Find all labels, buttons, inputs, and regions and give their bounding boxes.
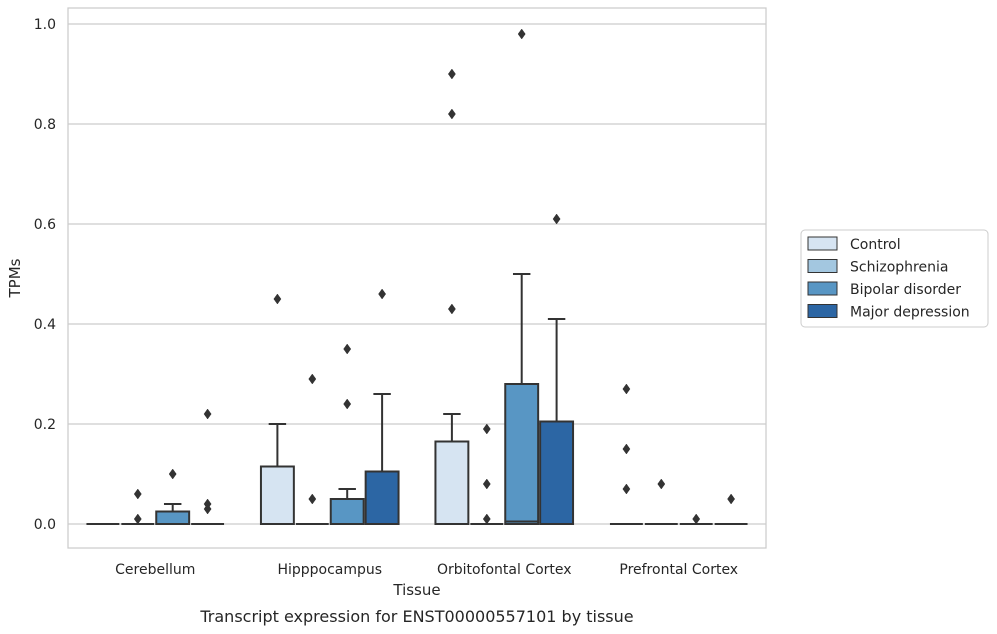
- outlier-point: [447, 108, 456, 120]
- outlier-point: [482, 513, 491, 525]
- legend-label: Major depression: [850, 305, 970, 321]
- y-tick-label: 0.2: [34, 417, 56, 433]
- legend-label: Control: [850, 237, 901, 253]
- x-tick-labels: Cerebellum Hipppocampus Orbitofontal Corte…: [115, 562, 738, 578]
- legend-swatch: [807, 259, 838, 273]
- legend-swatch: [807, 304, 838, 318]
- box-2-0: [155, 503, 191, 525]
- outlier-point: [727, 493, 736, 505]
- legend-swatch: [807, 236, 838, 251]
- legend: Control Schizophrenia Bipolar disorder Majo…: [800, 229, 989, 328]
- legend-swatch: [807, 281, 838, 296]
- y-tick-label: 0.8: [34, 117, 56, 133]
- box-0-1: [259, 423, 295, 525]
- figure-caption: Transcript expression for ENST0000055710…: [199, 607, 633, 626]
- y-tick-label: 0.6: [34, 217, 56, 233]
- box-body: [259, 465, 295, 525]
- x-tick-label: Prefrontal Cortex: [619, 562, 738, 578]
- outlier-point: [378, 288, 387, 300]
- box-3-2: [539, 318, 575, 525]
- box-groups: [86, 273, 748, 525]
- outlier-point: [447, 303, 456, 315]
- y-tick-label: 0.0: [34, 517, 56, 533]
- outlier-point: [552, 213, 561, 225]
- box-body: [329, 498, 365, 525]
- outlier-point: [447, 68, 456, 80]
- y-tick-label: 0.4: [34, 317, 56, 333]
- box-2-2: [504, 273, 540, 525]
- x-tick-label: Hipppocampus: [277, 562, 382, 578]
- outlier-point: [203, 498, 212, 510]
- outlier-point: [622, 383, 631, 395]
- outlier-points: [133, 28, 736, 525]
- y-axis-label: TPMs: [6, 258, 24, 298]
- plot-background: [68, 8, 766, 548]
- outlier-point: [482, 423, 491, 435]
- box-3-1: [364, 393, 400, 525]
- legend-label: Schizophrenia: [850, 260, 948, 276]
- outlier-point: [308, 373, 317, 385]
- legend-items: Control Schizophrenia Bipolar disorder Majo…: [807, 236, 970, 321]
- y-tick-labels: 0.0 0.2 0.4 0.6 0.8 1.0: [34, 17, 56, 533]
- outlier-point: [517, 28, 526, 40]
- box-0-2: [434, 413, 470, 525]
- box-2-1: [329, 488, 365, 525]
- y-tick-label: 1.0: [34, 17, 56, 33]
- legend-frame: [800, 229, 989, 328]
- outlier-point: [168, 468, 177, 480]
- box-body: [364, 470, 400, 525]
- outlier-point: [692, 513, 701, 525]
- outlier-point: [273, 293, 282, 305]
- legend-label: Bipolar disorder: [850, 282, 961, 298]
- outlier-point: [203, 408, 212, 420]
- outlier-point: [133, 488, 142, 500]
- outlier-point: [308, 493, 317, 505]
- box-body: [539, 420, 575, 525]
- x-axis-label: Tissue: [392, 581, 440, 599]
- box-body: [504, 383, 540, 525]
- outlier-point: [482, 478, 491, 490]
- outlier-point: [133, 513, 142, 525]
- outlier-point: [657, 478, 666, 490]
- outlier-point: [343, 343, 352, 355]
- outlier-point: [622, 443, 631, 455]
- x-tick-label: Cerebellum: [115, 562, 195, 578]
- axes-frame: [67, 7, 767, 549]
- box-body: [155, 510, 191, 525]
- box-body: [434, 440, 470, 525]
- x-tick-label: Orbitofontal Cortex: [437, 562, 572, 578]
- outlier-point: [622, 483, 631, 495]
- outlier-point: [343, 398, 352, 410]
